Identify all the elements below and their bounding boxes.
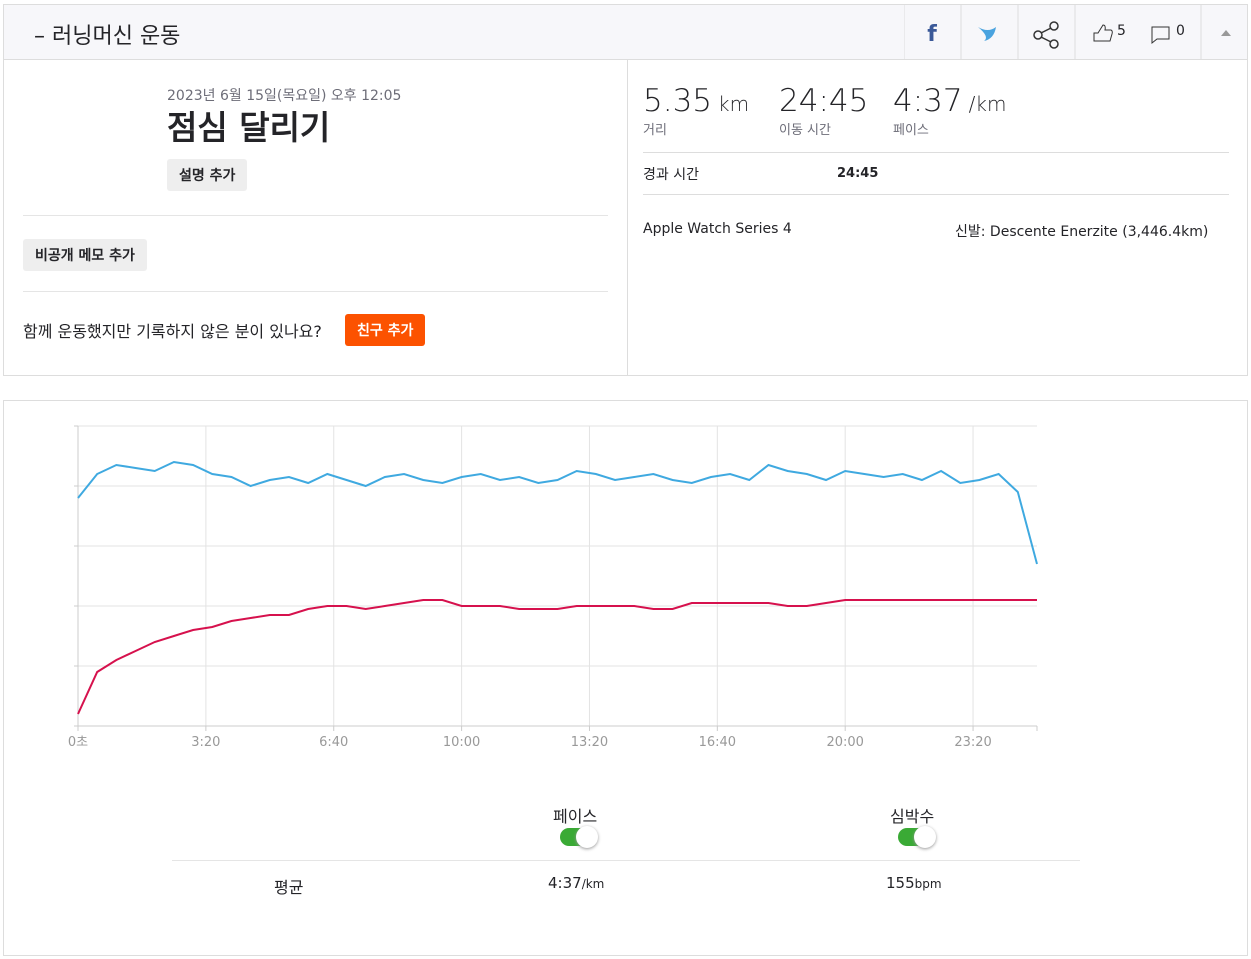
legend-label[interactable]: 페이스 xyxy=(553,807,598,826)
summary-label: 평균 xyxy=(274,878,304,897)
unit: /km xyxy=(581,877,605,891)
twitter-icon[interactable] xyxy=(978,27,996,41)
divider xyxy=(627,59,628,375)
series-line xyxy=(77,460,1038,565)
add-note[interactable]: 비공개 메모 추가 xyxy=(23,239,147,271)
comment-icon[interactable] xyxy=(1151,26,1170,45)
date: 2023년 6월 15일(목요일) 오후 12:05 xyxy=(167,88,402,104)
chart: 0초 3:20 6:40 10:00 13:20 16:40 20:00 23:20 xyxy=(68,425,1038,750)
share-icon[interactable] xyxy=(1033,21,1059,49)
x-tick-label: 20:00 xyxy=(826,735,863,750)
collapse-icon[interactable] xyxy=(1221,30,1231,36)
x-tick-label: 10:00 xyxy=(443,735,480,750)
separator xyxy=(172,860,1080,861)
add-friend[interactable]: 친구 추가 xyxy=(345,314,426,346)
stat-value: 24:45 xyxy=(779,83,869,119)
separator xyxy=(23,291,608,292)
legend-label[interactable]: 심박수 xyxy=(890,807,935,826)
stat-value: 4:37 xyxy=(893,83,963,119)
kudos-count[interactable]: 5 xyxy=(1117,23,1126,39)
header-icons: f xyxy=(904,5,1231,59)
elapsed-value: 24:45 xyxy=(837,166,879,181)
shoes: 신발: Descente Enerzite (3,446.4km) xyxy=(955,224,1209,240)
x-tick-label: 13:20 xyxy=(571,735,608,750)
stat-value: 5.35 xyxy=(643,83,713,119)
x-tick-label: 23:20 xyxy=(954,735,991,750)
value: 155 xyxy=(886,874,915,892)
unit: bpm xyxy=(914,877,942,891)
stat-unit: km xyxy=(718,92,750,116)
summary-hr: 155bpm xyxy=(886,874,942,892)
series-line xyxy=(77,599,1037,715)
separator xyxy=(23,215,608,216)
legend-toggle[interactable] xyxy=(898,826,936,848)
legend-toggle[interactable] xyxy=(560,826,598,848)
activity-card: – 러닝머신 운동 f 5 0 2023년 6월 15일(목요일) 오후 12:… xyxy=(3,4,1248,376)
x-tick-label: 0초 xyxy=(68,735,88,750)
stat: 4:37/km 페이스 xyxy=(893,83,1006,138)
value: 4:37 xyxy=(548,874,582,892)
stat: 24:45 이동 시간 xyxy=(779,83,868,138)
friends-question: 함께 운동했지만 기록하지 않은 분이 있나요? xyxy=(23,322,322,341)
x-tick-label: 3:20 xyxy=(191,735,220,750)
x-tick-label: 6:40 xyxy=(319,735,348,750)
stat-label: 거리 xyxy=(643,123,667,138)
header-title: – 러닝머신 운동 xyxy=(34,24,181,49)
stat-label: 페이스 xyxy=(893,123,929,138)
activity-name: 점심 달리기 xyxy=(167,108,331,147)
stat: 5.35 km 거리 xyxy=(643,83,749,138)
header-bar xyxy=(4,5,1247,60)
separator xyxy=(643,194,1229,195)
elapsed-label: 경과 시간 xyxy=(643,167,699,183)
x-tick-label: 16:40 xyxy=(699,735,736,750)
stat-unit: /km xyxy=(968,92,1007,116)
separator xyxy=(643,152,1229,153)
add-description[interactable]: 설명 추가 xyxy=(167,159,248,191)
comment-count[interactable]: 0 xyxy=(1176,23,1185,39)
kudos-icon[interactable] xyxy=(1093,24,1113,42)
stat-label: 이동 시간 xyxy=(779,123,831,138)
device: Apple Watch Series 4 xyxy=(643,221,792,237)
summary-pace: 4:37/km xyxy=(548,874,604,892)
chart-card: 0초 3:20 6:40 10:00 13:20 16:40 20:00 23:20 페이스 … xyxy=(3,400,1248,956)
facebook-icon[interactable]: f xyxy=(927,22,937,47)
